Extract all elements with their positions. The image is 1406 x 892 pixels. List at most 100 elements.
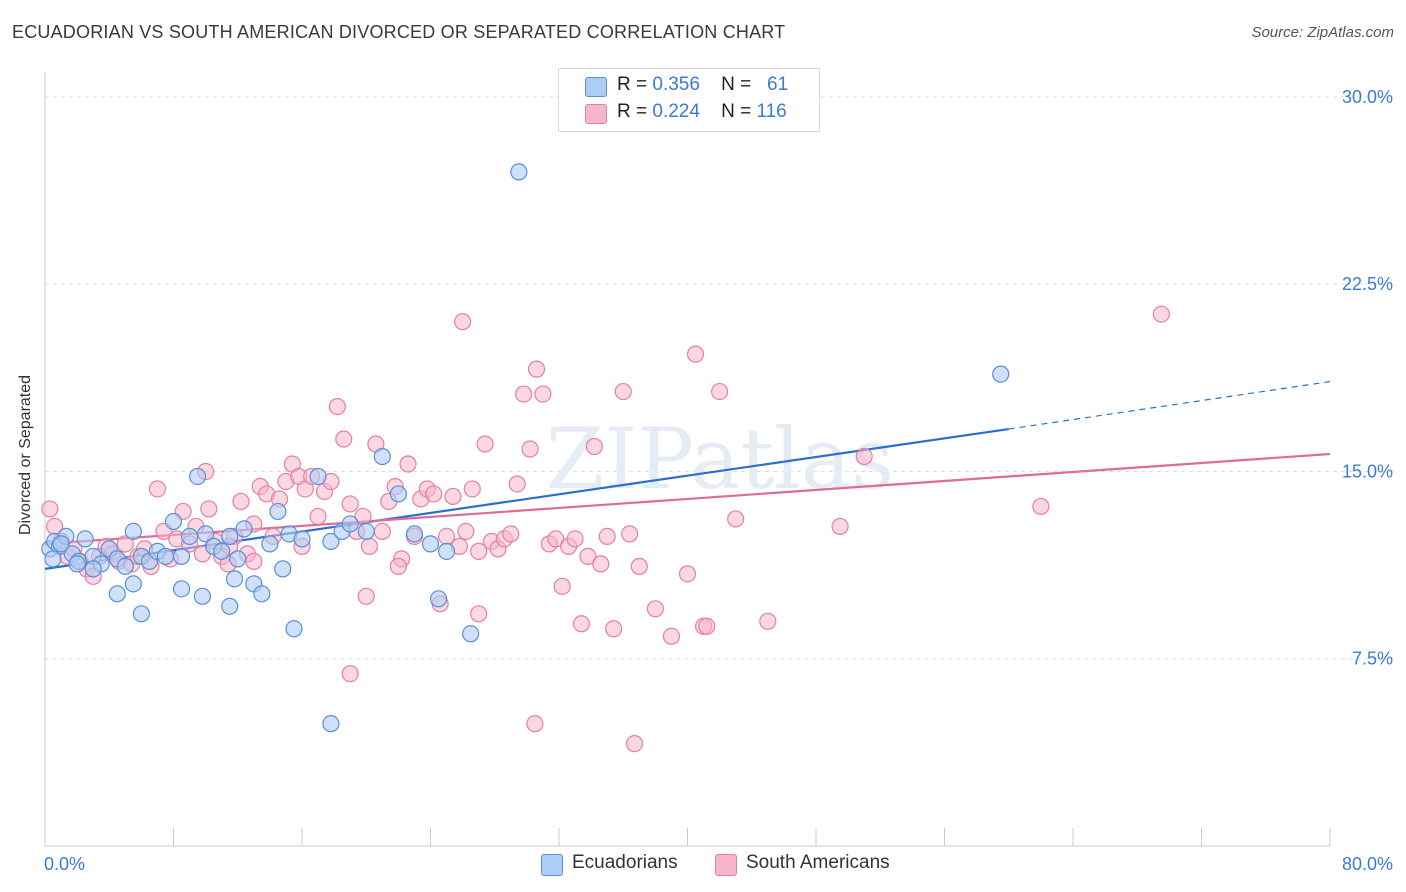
south-americans-point bbox=[1032, 497, 1050, 516]
chart-title: ECUADORIAN VS SOUTH AMERICAN DIVORCED OR… bbox=[12, 22, 786, 42]
source-label: Source: ZipAtlas.com bbox=[1251, 24, 1394, 41]
ecuadorians-point bbox=[429, 590, 448, 608]
ecuadorians-point bbox=[269, 502, 287, 521]
south-americans-point bbox=[614, 382, 632, 401]
south-americans-point bbox=[566, 530, 584, 548]
ecuadorians-point bbox=[421, 535, 440, 553]
r-value: 0.224 bbox=[652, 101, 700, 122]
ecuadorians-point bbox=[437, 542, 456, 560]
south-americans-point bbox=[630, 557, 648, 575]
ecuadorians-swatch bbox=[585, 77, 607, 97]
south-americans-point bbox=[389, 557, 407, 575]
legend-row-south-americans: R = 0.224 N = 116 bbox=[617, 101, 787, 123]
ecuadorians-point bbox=[164, 512, 183, 531]
ecuadorians-point bbox=[221, 527, 239, 546]
ecuadorians-point bbox=[172, 580, 191, 598]
correlation-legend: R = 0.356 N = 61 R = 0.224 N = 116 bbox=[558, 68, 820, 132]
ecuadorians-point bbox=[124, 575, 142, 593]
ecuadorians-point bbox=[44, 550, 62, 568]
south-americans-point bbox=[470, 605, 488, 623]
n-label: N = bbox=[721, 101, 752, 122]
ecuadorians-point bbox=[261, 535, 279, 553]
south-americans-point bbox=[572, 615, 591, 633]
ecuadorians-legend-swatch bbox=[541, 854, 563, 876]
axes bbox=[44, 72, 1331, 847]
south-americans-point bbox=[727, 510, 745, 528]
south-americans-points bbox=[41, 305, 1170, 753]
south-americans-point bbox=[457, 522, 475, 541]
ecuadorians-point bbox=[213, 542, 231, 560]
ecuadorians-point bbox=[229, 550, 247, 568]
south-americans-legend-swatch bbox=[715, 854, 737, 876]
south-americans-point bbox=[831, 517, 849, 536]
ecuadorians-point bbox=[373, 447, 391, 466]
grid bbox=[45, 96, 1395, 660]
ecuadorians-point bbox=[293, 530, 311, 548]
ecuadorians-point bbox=[68, 555, 86, 573]
n-label: N = bbox=[721, 74, 752, 95]
y-tick-label: 30.0% bbox=[1342, 87, 1393, 107]
south-americans-point bbox=[232, 492, 250, 511]
south-americans-point bbox=[621, 525, 639, 543]
south-americans-point bbox=[360, 537, 379, 555]
legend-south-americans: South Americans bbox=[746, 852, 890, 873]
south-americans-point bbox=[341, 665, 359, 683]
south-americans-point bbox=[508, 475, 526, 493]
south-americans-point bbox=[605, 620, 623, 638]
south-americans-point bbox=[200, 500, 218, 518]
n-value: 116 bbox=[756, 101, 787, 122]
south-americans-point bbox=[1152, 305, 1170, 323]
ecuadorians-point bbox=[221, 597, 239, 615]
south-americans-point bbox=[686, 345, 705, 363]
south-americans-point bbox=[245, 552, 263, 570]
south-americans-point bbox=[759, 612, 777, 630]
y-tick-label: 7.5% bbox=[1352, 649, 1393, 669]
south-americans-point bbox=[662, 627, 681, 645]
ecuadorians-point bbox=[274, 560, 292, 578]
ecuadorians-point bbox=[285, 620, 303, 638]
ecuadorians-point bbox=[108, 585, 126, 603]
ecuadorians-point bbox=[188, 467, 207, 486]
ecuadorians-point bbox=[116, 557, 134, 575]
south-americans-point bbox=[444, 487, 462, 506]
south-americans-point bbox=[598, 527, 616, 546]
r-value: 0.356 bbox=[652, 74, 700, 95]
south-americans-point bbox=[515, 385, 533, 403]
south-americans-point bbox=[373, 522, 391, 541]
south-americans-point bbox=[41, 500, 59, 518]
ecuadorians-trend-extension bbox=[1008, 381, 1331, 430]
legend-row-ecuadorians: R = 0.356 N = 61 bbox=[617, 74, 788, 96]
y-tick-label: 22.5% bbox=[1342, 274, 1393, 294]
south-americans-point bbox=[534, 385, 552, 403]
south-americans-point bbox=[625, 735, 644, 753]
ecuadorians-point bbox=[180, 527, 199, 546]
r-label: R = bbox=[617, 74, 648, 95]
y-tick-label: 15.0% bbox=[1342, 461, 1393, 481]
south-americans-point bbox=[341, 495, 359, 513]
south-americans-point bbox=[328, 397, 346, 416]
south-americans-point bbox=[148, 480, 167, 498]
south-americans-point bbox=[585, 437, 603, 456]
ecuadorians-point bbox=[225, 570, 244, 588]
ecuadorians-point bbox=[341, 515, 359, 533]
ecuadorians-point bbox=[172, 547, 191, 565]
south-americans-point bbox=[678, 565, 697, 583]
ecuadorians-point bbox=[322, 715, 340, 733]
south-americans-point bbox=[309, 507, 327, 526]
ecuadorians-point bbox=[309, 467, 327, 486]
legend-ecuadorians: Ecuadorians bbox=[572, 852, 678, 873]
south-americans-point bbox=[526, 715, 544, 733]
south-americans-point bbox=[425, 485, 443, 503]
ecuadorians-point bbox=[462, 625, 480, 643]
ecuadorians-point bbox=[253, 585, 271, 603]
ecuadorians-point bbox=[389, 485, 407, 503]
ecuadorians-point bbox=[84, 560, 102, 578]
south-americans-point bbox=[527, 360, 546, 378]
south-americans-point bbox=[855, 447, 873, 466]
south-americans-point bbox=[502, 525, 520, 543]
r-label: R = bbox=[617, 101, 648, 122]
south-americans-swatch bbox=[585, 104, 607, 124]
ecuadorians-point bbox=[193, 587, 212, 605]
south-americans-point bbox=[592, 555, 610, 573]
